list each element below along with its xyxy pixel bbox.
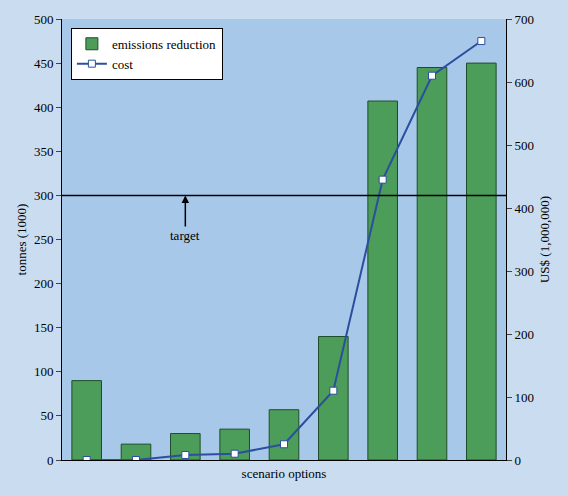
svg-text:200: 200 bbox=[34, 276, 54, 291]
svg-text:250: 250 bbox=[34, 232, 54, 247]
svg-text:350: 350 bbox=[34, 144, 54, 159]
svg-text:500: 500 bbox=[34, 12, 54, 27]
svg-text:0: 0 bbox=[47, 453, 54, 468]
svg-text:500: 500 bbox=[515, 138, 535, 153]
svg-text:100: 100 bbox=[515, 390, 535, 405]
svg-text:300: 300 bbox=[515, 264, 535, 279]
svg-text:target: target bbox=[170, 228, 200, 243]
svg-text:scenario options: scenario options bbox=[242, 466, 327, 481]
svg-text:0: 0 bbox=[515, 453, 522, 468]
svg-text:50: 50 bbox=[40, 408, 53, 423]
svg-text:400: 400 bbox=[34, 100, 54, 115]
svg-text:emissions reduction: emissions reduction bbox=[112, 37, 216, 52]
svg-text:450: 450 bbox=[34, 56, 54, 71]
svg-text:600: 600 bbox=[515, 75, 535, 90]
svg-text:700: 700 bbox=[515, 12, 535, 27]
svg-text:100: 100 bbox=[34, 364, 54, 379]
svg-text:150: 150 bbox=[34, 320, 54, 335]
svg-text:cost: cost bbox=[112, 57, 133, 72]
svg-text:US$ (1,000,000): US$ (1,000,000) bbox=[537, 196, 552, 283]
svg-text:200: 200 bbox=[515, 327, 535, 342]
svg-text:tonnes (1000): tonnes (1000) bbox=[14, 204, 29, 276]
svg-text:400: 400 bbox=[515, 201, 535, 216]
svg-text:300: 300 bbox=[34, 188, 54, 203]
